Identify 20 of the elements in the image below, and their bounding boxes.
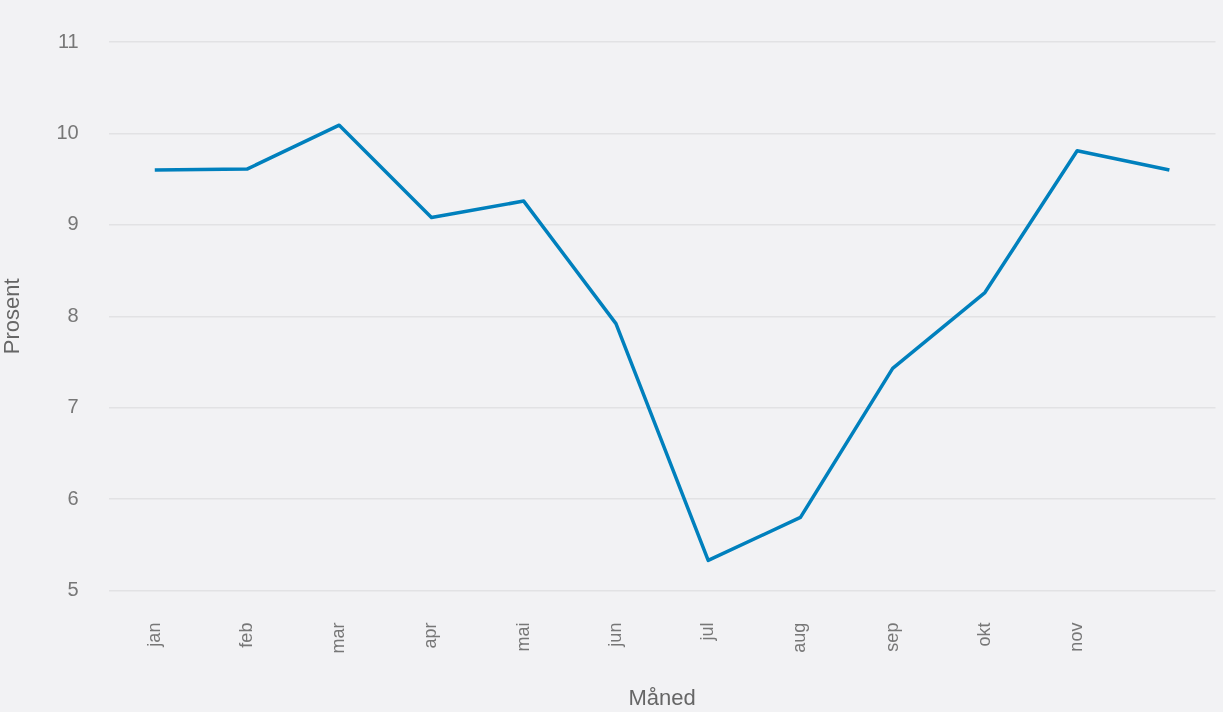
y-tick-label: 10 xyxy=(56,120,79,143)
x-tick-label: feb xyxy=(235,622,256,648)
y-tick-label: 8 xyxy=(67,303,79,326)
x-tick-label: jul xyxy=(697,622,718,642)
y-tick-label: 11 xyxy=(57,29,79,52)
x-tick-label: mar xyxy=(328,622,349,654)
x-axis-title: Måned xyxy=(628,684,696,710)
x-tick-label: nov xyxy=(1066,622,1087,652)
x-tick-label: jun xyxy=(604,622,625,648)
x-tick-label: mai xyxy=(512,622,533,652)
x-tick-label: jan xyxy=(143,622,164,648)
x-tick-label: aug xyxy=(789,622,810,653)
y-axis-title: Prosent xyxy=(0,278,25,355)
x-tick-label: okt xyxy=(973,622,994,647)
x-tick-label: apr xyxy=(420,622,441,649)
y-tick-label: 5 xyxy=(67,578,79,601)
y-tick-label: 6 xyxy=(67,486,79,509)
y-tick-label: 9 xyxy=(67,212,79,235)
x-tick-label: sep xyxy=(881,622,902,652)
y-tick-label: 7 xyxy=(67,395,79,418)
